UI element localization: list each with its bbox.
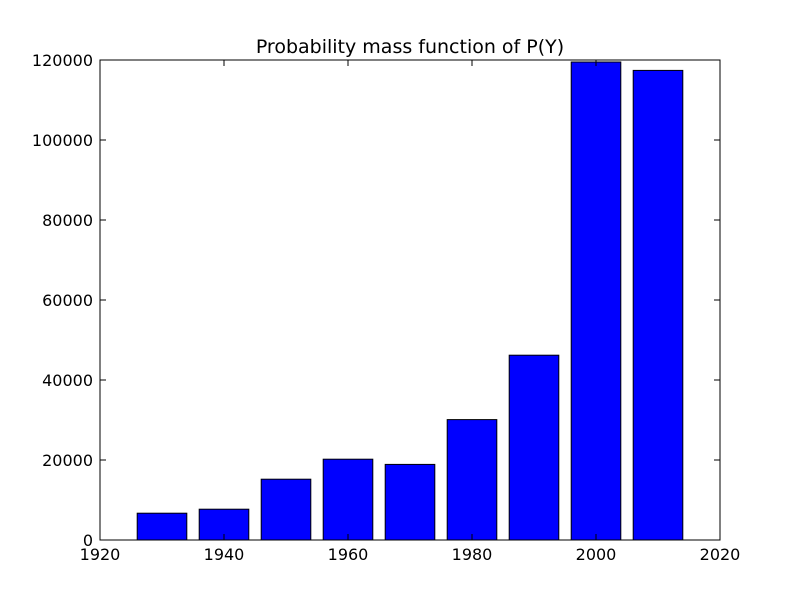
y-tick-label-80000: 80000 <box>42 211 93 230</box>
bars-group <box>136 61 684 541</box>
bar-2000 <box>570 61 622 541</box>
bar-2010 <box>632 69 684 541</box>
y-tick-label-120000: 120000 <box>32 51 93 70</box>
bar-1930 <box>136 512 188 541</box>
chart-title: Probability mass function of P(Y) <box>256 36 564 58</box>
tick-labels-group: 1920 1940 1960 1980 2000 2020 0 20000 40000 60000… <box>32 51 740 564</box>
x-tick-label-1980: 1980 <box>452 545 493 564</box>
x-tick-label-1960: 1960 <box>328 545 369 564</box>
bar-1970 <box>384 463 436 541</box>
x-tick-label-2020: 2020 <box>700 545 741 564</box>
y-tick-label-20000: 20000 <box>42 451 93 470</box>
y-tick-label-60000: 60000 <box>42 291 93 310</box>
y-tick-label-100000: 100000 <box>32 131 93 150</box>
y-tick-label-0: 0 <box>83 531 93 550</box>
x-tick-label-2000: 2000 <box>576 545 617 564</box>
bar-1990 <box>508 354 560 541</box>
bar-1950 <box>260 478 312 541</box>
x-tick-label-1920: 1920 <box>80 545 121 564</box>
x-tick-label-1940: 1940 <box>204 545 245 564</box>
bar-1960 <box>322 458 374 541</box>
plot-frame <box>99 59 721 541</box>
bar-1980 <box>446 419 498 541</box>
y-tick-label-40000: 40000 <box>42 371 93 390</box>
